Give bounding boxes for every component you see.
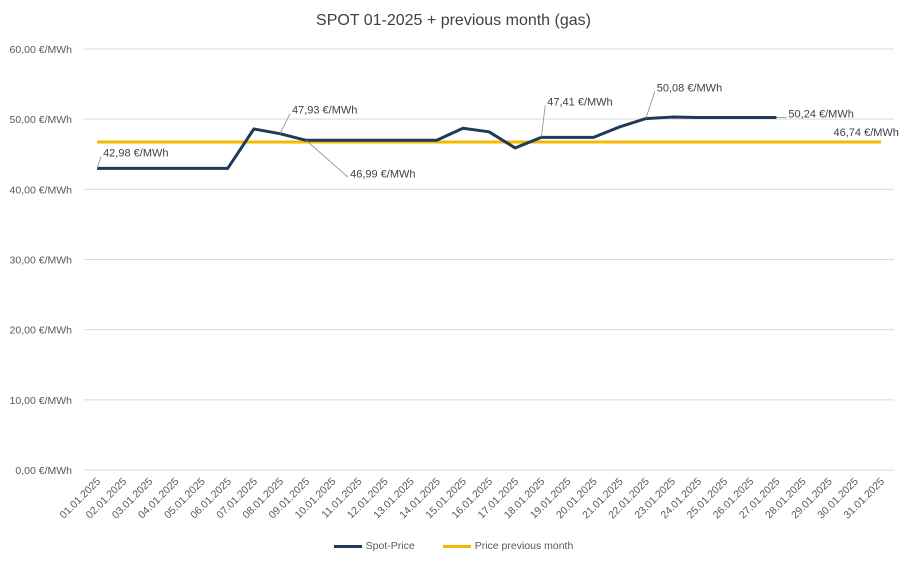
legend-item-previous-month: Price previous month	[442, 540, 574, 552]
y-tick-label: 10,00 €/MWh	[10, 395, 73, 407]
data-label: 50,24 €/MWh	[788, 108, 853, 120]
legend-swatch-previous-month	[442, 544, 471, 548]
chart-title: SPOT 01-2025 + previous month (gas)	[316, 12, 591, 29]
data-labels: 42,98 €/MWh 47,93 €/MWh 46,99 €/MWh 47,41 €…	[96, 83, 899, 180]
data-label: 50,08 €/MWh	[657, 83, 722, 95]
y-tick-label: 40,00 €/MWh	[10, 184, 73, 196]
legend-label-previous-month: Price previous month	[474, 540, 574, 552]
legend: Spot-Price Price previous month	[0, 540, 907, 552]
label-leader-line	[279, 113, 291, 134]
data-label: 47,41 €/MWh	[547, 96, 612, 108]
grid-lines	[84, 48, 894, 471]
data-label: 46,99 €/MWh	[350, 168, 415, 180]
legend-item-spot-price: Spot-Price	[333, 540, 415, 552]
y-axis-ticks: 0,00 €/MWh 10,00 €/MWh 20,00 €/MWh 30,00 €/…	[10, 44, 73, 477]
label-leader-line	[645, 91, 656, 119]
data-label: 47,93 €/MWh	[292, 105, 357, 117]
x-axis-ticks: 01.01.202502.01.202503.01.202504.01.2025…	[58, 476, 888, 522]
y-tick-label: 20,00 €/MWh	[10, 325, 73, 337]
data-label: 46,74 €/MWh	[834, 127, 899, 139]
legend-label-spot-price: Spot-Price	[365, 540, 415, 552]
y-tick-label: 50,00 €/MWh	[10, 114, 73, 126]
y-tick-label: 0,00 €/MWh	[15, 465, 72, 477]
label-leader-line	[305, 139, 349, 178]
y-tick-label: 60,00 €/MWh	[10, 44, 73, 56]
series-line-spot-price	[97, 115, 777, 170]
label-leader-line	[540, 105, 546, 138]
series-lines	[97, 115, 881, 170]
label-leader-line	[96, 156, 102, 169]
data-label: 42,98 €/MWh	[103, 147, 168, 159]
legend-swatch-spot-price	[333, 544, 362, 548]
y-tick-label: 30,00 €/MWh	[10, 255, 73, 267]
